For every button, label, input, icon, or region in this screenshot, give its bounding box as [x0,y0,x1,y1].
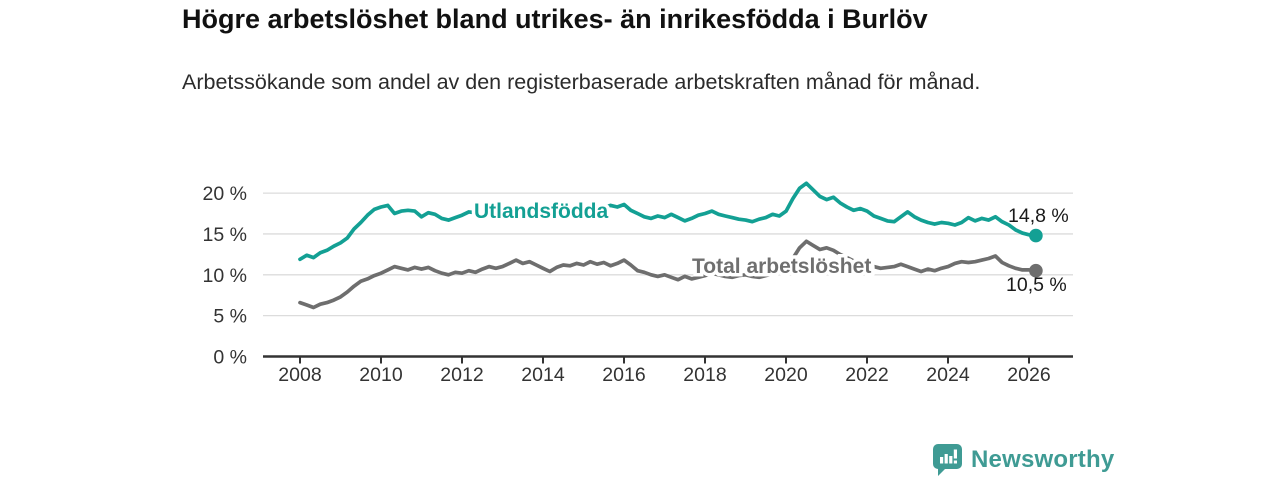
x-axis-label: 2026 [1007,364,1050,386]
x-axis-label: 2008 [278,364,321,386]
y-axis-label: 5 % [213,306,247,328]
chart-subtitle: Arbetssökande som andel av den registerb… [182,70,981,94]
series-label-utlandsfodda: Utlandsfödda [474,200,608,223]
x-axis-label: 2010 [359,364,403,386]
series-label-total: Total arbetslöshet [692,255,871,278]
chart-title: Högre arbetslöshet bland utrikes- än inr… [182,4,928,34]
x-axis-label: 2016 [602,364,645,386]
series-line-total [298,239,1038,310]
x-axis-label: 2012 [440,364,483,386]
newsworthy-logo: Newsworthy [933,443,1114,477]
end-value-label-total: 10,5 % [1006,274,1067,296]
series-end-dot-total [1029,263,1043,278]
newsworthy-logo-icon [933,444,962,476]
series-line-utlandsfodda [298,181,1038,262]
x-axis-label: 2022 [845,364,888,386]
y-axis-label: 10 % [203,265,247,287]
x-axis-label: 2018 [683,364,726,386]
end-value-label-utlandsfodda: 14,8 % [1008,205,1069,227]
x-axis-label: 2024 [926,364,970,386]
y-axis-label: 15 % [203,224,247,246]
y-axis-label: 20 % [203,183,247,205]
x-axis-label: 2020 [764,364,808,386]
newsworthy-logo-text: Newsworthy [971,446,1115,473]
y-axis-label: 0 % [213,347,247,369]
x-axis-label: 2014 [521,364,565,386]
series-end-dot-utlandsfodda [1029,228,1043,243]
